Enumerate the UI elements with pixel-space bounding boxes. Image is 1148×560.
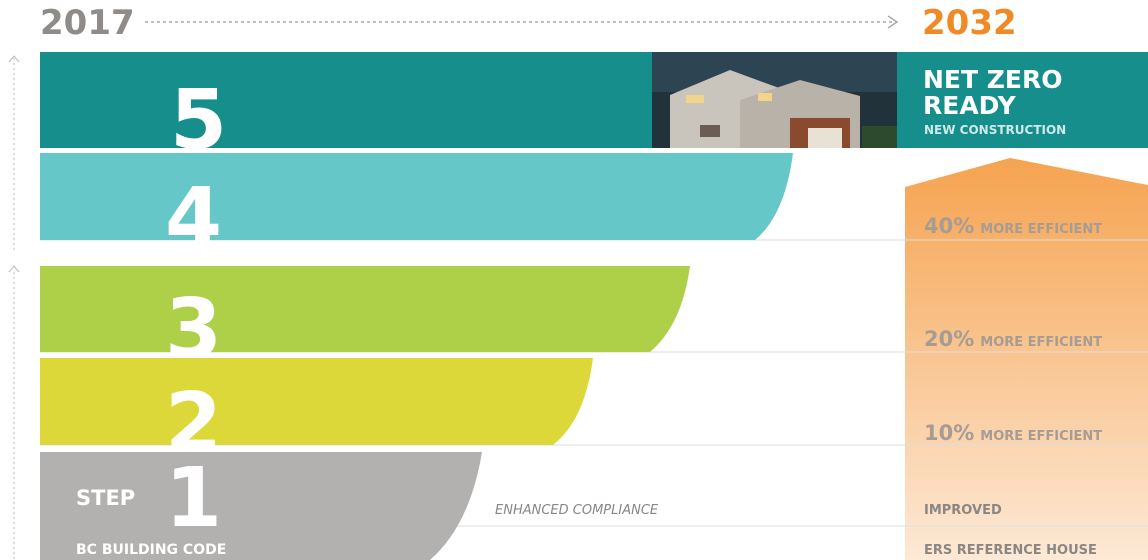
improved-label: IMPROVED	[924, 503, 1002, 518]
infographic: 2017 2032 5 NET ZERO READY NEW CONSTRUCT…	[0, 0, 1148, 560]
title-line: NET ZERO	[923, 65, 1062, 94]
reference-label: ERS REFERENCE HOUSE	[924, 543, 1097, 558]
efficiency-label: MORE EFFICIENT	[980, 222, 1102, 237]
house-photo	[652, 52, 897, 148]
step-4-band	[40, 153, 793, 240]
start-year: 2017	[40, 3, 135, 43]
step-number: 1	[165, 451, 222, 546]
efficiency-label: MORE EFFICIENT	[980, 335, 1102, 350]
end-year: 2032	[922, 3, 1017, 43]
building-code-label: BC BUILDING CODE	[76, 542, 226, 558]
percent: 10%	[924, 421, 974, 445]
step-3-band	[40, 266, 690, 352]
step-5-subtitle: NEW CONSTRUCTION	[924, 123, 1066, 137]
step-prefix: STEP	[76, 486, 135, 510]
step-2-band	[40, 358, 593, 445]
compliance-label: ENHANCED COMPLIANCE	[495, 503, 659, 518]
step-number: 4	[165, 171, 222, 266]
percent: 20%	[924, 327, 974, 351]
title-line: READY	[923, 91, 1017, 120]
efficiency-label: MORE EFFICIENT	[980, 429, 1102, 444]
tier-arrow-head	[9, 266, 19, 272]
percent: 40%	[924, 214, 974, 238]
